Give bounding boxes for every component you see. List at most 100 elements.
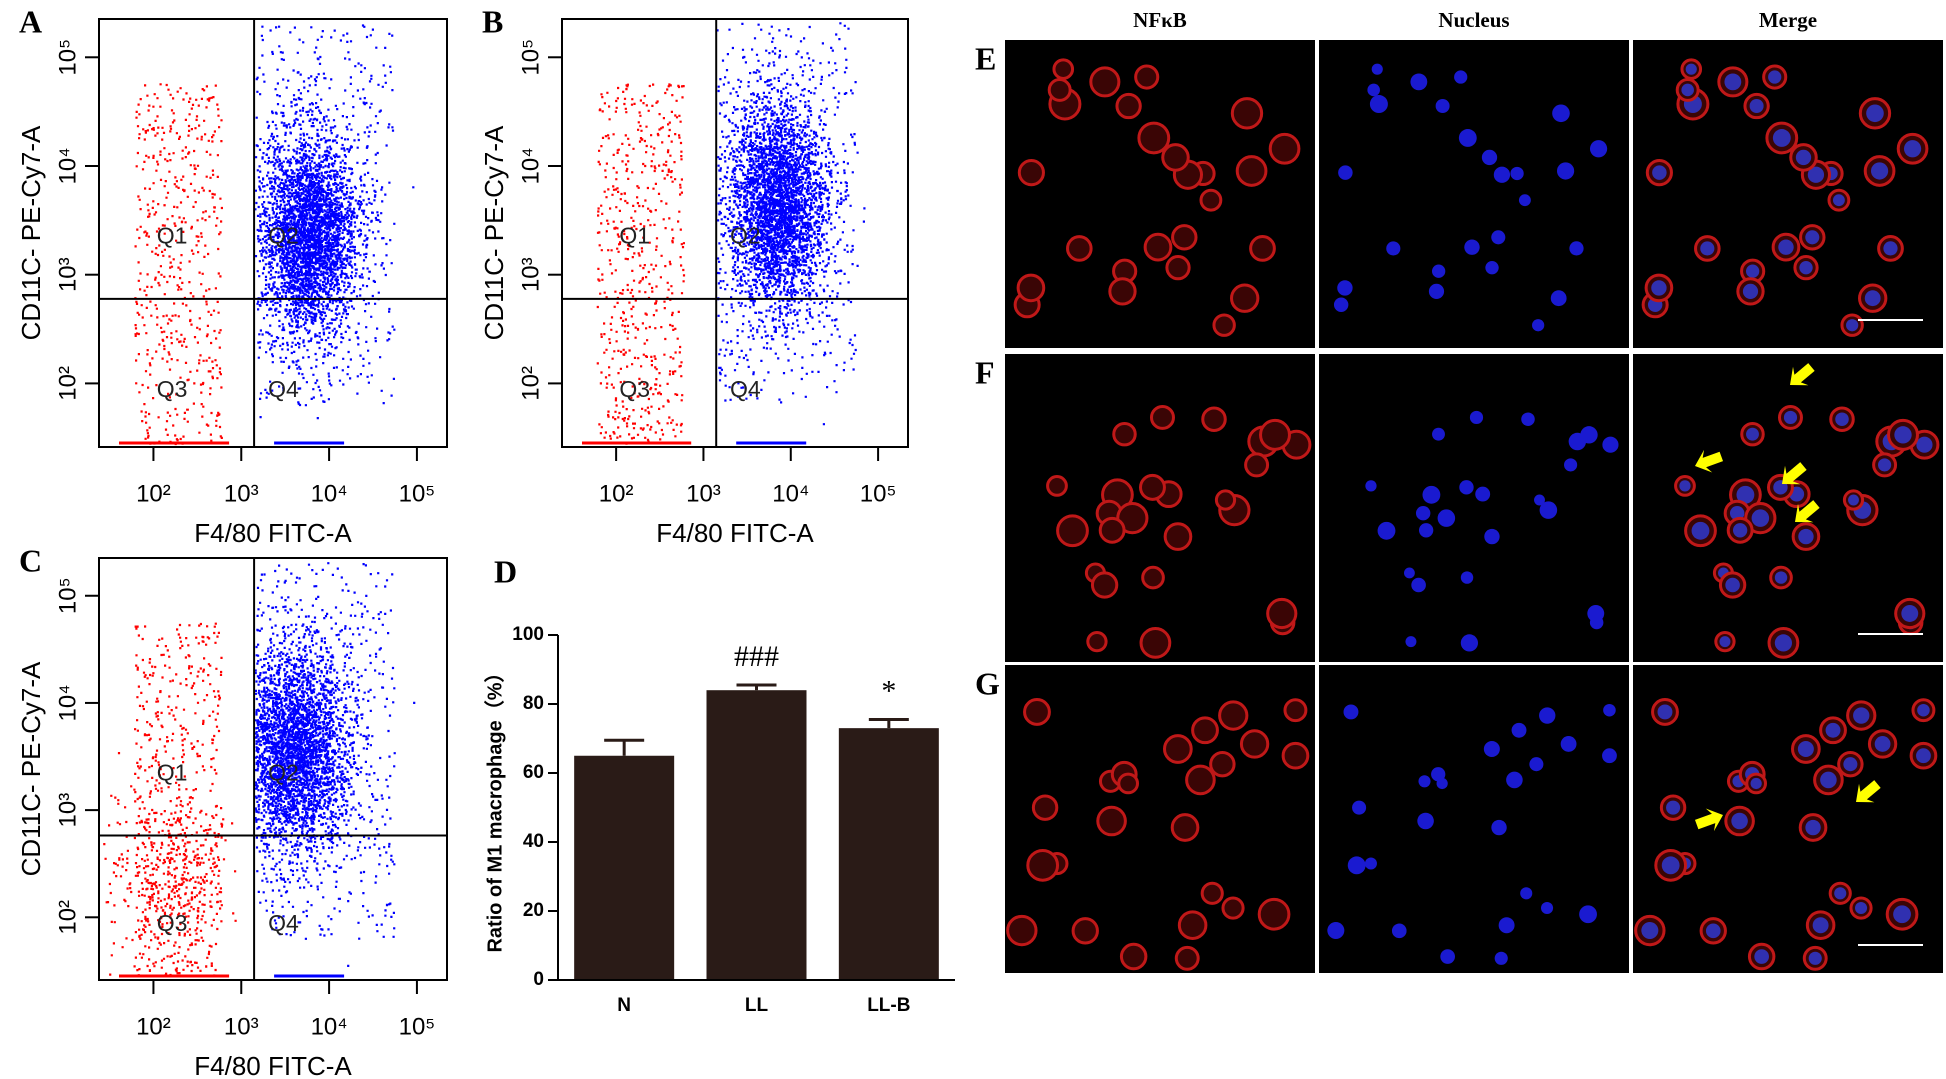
cell xyxy=(1259,418,1291,451)
cell xyxy=(1171,224,1198,251)
nucleus xyxy=(1798,528,1814,545)
nucleus xyxy=(1485,260,1499,275)
micrograph xyxy=(1319,354,1629,662)
cell xyxy=(1119,942,1148,971)
blue-events xyxy=(254,24,415,420)
quadrant-label: Q3 xyxy=(157,910,188,936)
nucleus xyxy=(1459,480,1474,495)
nucleus xyxy=(1795,149,1812,166)
cell xyxy=(1185,764,1216,796)
nucleus xyxy=(1550,290,1567,307)
cell xyxy=(1052,58,1075,80)
nucleus xyxy=(1820,771,1837,789)
nucleus xyxy=(1529,757,1544,772)
nucleus xyxy=(1732,523,1748,538)
cell xyxy=(1046,475,1068,497)
nucleus xyxy=(1417,812,1434,830)
x-tick-label: 10³ xyxy=(224,1013,259,1040)
nucleus xyxy=(1369,95,1388,114)
nucleus xyxy=(1772,129,1791,147)
nucleus xyxy=(1725,577,1740,593)
cell xyxy=(1056,514,1089,548)
blue-events xyxy=(254,562,416,967)
micrograph xyxy=(1319,40,1629,348)
nucleus xyxy=(1364,857,1377,870)
nucleus xyxy=(1651,280,1667,296)
nucleus xyxy=(1520,887,1533,900)
y-tick-label: 10² xyxy=(54,366,81,401)
y-tick-label: 10² xyxy=(54,900,81,935)
x-tick-label: 10⁵ xyxy=(399,480,436,507)
y-axis-label: CD11C- PE-Cy7-A xyxy=(16,661,46,876)
nucleus xyxy=(1746,427,1759,441)
nucleus xyxy=(1418,523,1434,538)
quadrant-label: Q4 xyxy=(730,376,761,402)
quadrant-label: Q2 xyxy=(730,222,761,248)
nucleus xyxy=(1580,426,1598,444)
y-tick-label: 0 xyxy=(533,969,544,990)
nucleus xyxy=(1916,436,1933,453)
cell xyxy=(1047,77,1072,102)
nucleus xyxy=(1460,571,1474,584)
bar xyxy=(706,690,807,980)
nucleus xyxy=(1870,162,1889,180)
nucleus xyxy=(1805,819,1821,836)
nucleus xyxy=(1681,83,1694,97)
cell xyxy=(1098,516,1126,544)
nucleus xyxy=(1848,494,1859,506)
nucleus xyxy=(1343,704,1359,720)
x-axis-label: F4/80 FITC-A xyxy=(194,518,352,548)
nucleus xyxy=(1866,104,1884,123)
row-label: F xyxy=(975,354,995,390)
y-tick-label: 80 xyxy=(523,693,544,714)
x-tick-label: 10⁴ xyxy=(311,480,348,507)
panel-letter: B xyxy=(482,3,503,39)
quadrant-label: Q1 xyxy=(157,760,188,786)
row-label: E xyxy=(975,40,996,76)
nucleus xyxy=(1835,412,1849,426)
nucleus xyxy=(1437,509,1456,527)
y-tick-label: 20 xyxy=(523,900,544,921)
nucleus xyxy=(1410,73,1428,91)
nucleus xyxy=(1333,297,1349,312)
nucleus xyxy=(1846,319,1859,332)
x-tick-label: LL-B xyxy=(867,995,910,1016)
plot-frame xyxy=(98,557,448,981)
cell xyxy=(1071,917,1099,945)
bar xyxy=(574,755,675,980)
nucleus xyxy=(1883,241,1898,256)
red-events xyxy=(103,622,237,978)
cell xyxy=(1141,565,1165,590)
nucleus xyxy=(1579,905,1597,924)
plot-frame xyxy=(98,18,448,448)
cell xyxy=(1201,406,1227,432)
nucleus xyxy=(1436,777,1448,790)
arrow xyxy=(1782,462,1807,485)
x-tick-label: N xyxy=(617,995,631,1016)
nucleus xyxy=(1778,239,1794,255)
nucleus xyxy=(1805,230,1820,245)
nucleus xyxy=(1422,485,1441,504)
nucleus xyxy=(1556,162,1575,180)
cell xyxy=(1163,522,1193,551)
x-tick-label: 10⁴ xyxy=(772,480,809,507)
cell xyxy=(1199,188,1223,212)
cell xyxy=(1143,232,1173,262)
nucleus xyxy=(1365,480,1377,492)
nucleus xyxy=(1797,741,1814,758)
nucleus xyxy=(1440,949,1456,964)
nucleus xyxy=(1893,905,1911,924)
quadrant-label: Q2 xyxy=(268,760,299,786)
x-tick-label: 10² xyxy=(599,480,634,507)
x-tick-label: 10⁵ xyxy=(399,1013,436,1040)
cell xyxy=(1017,159,1045,187)
nucleus xyxy=(1724,73,1742,91)
cell xyxy=(1117,772,1140,795)
y-tick-label: 10³ xyxy=(54,793,81,828)
nucleus xyxy=(1327,922,1345,940)
cell xyxy=(1230,283,1260,313)
cell xyxy=(1235,155,1268,187)
nucleus xyxy=(1894,426,1912,444)
nucleus xyxy=(1493,166,1511,183)
